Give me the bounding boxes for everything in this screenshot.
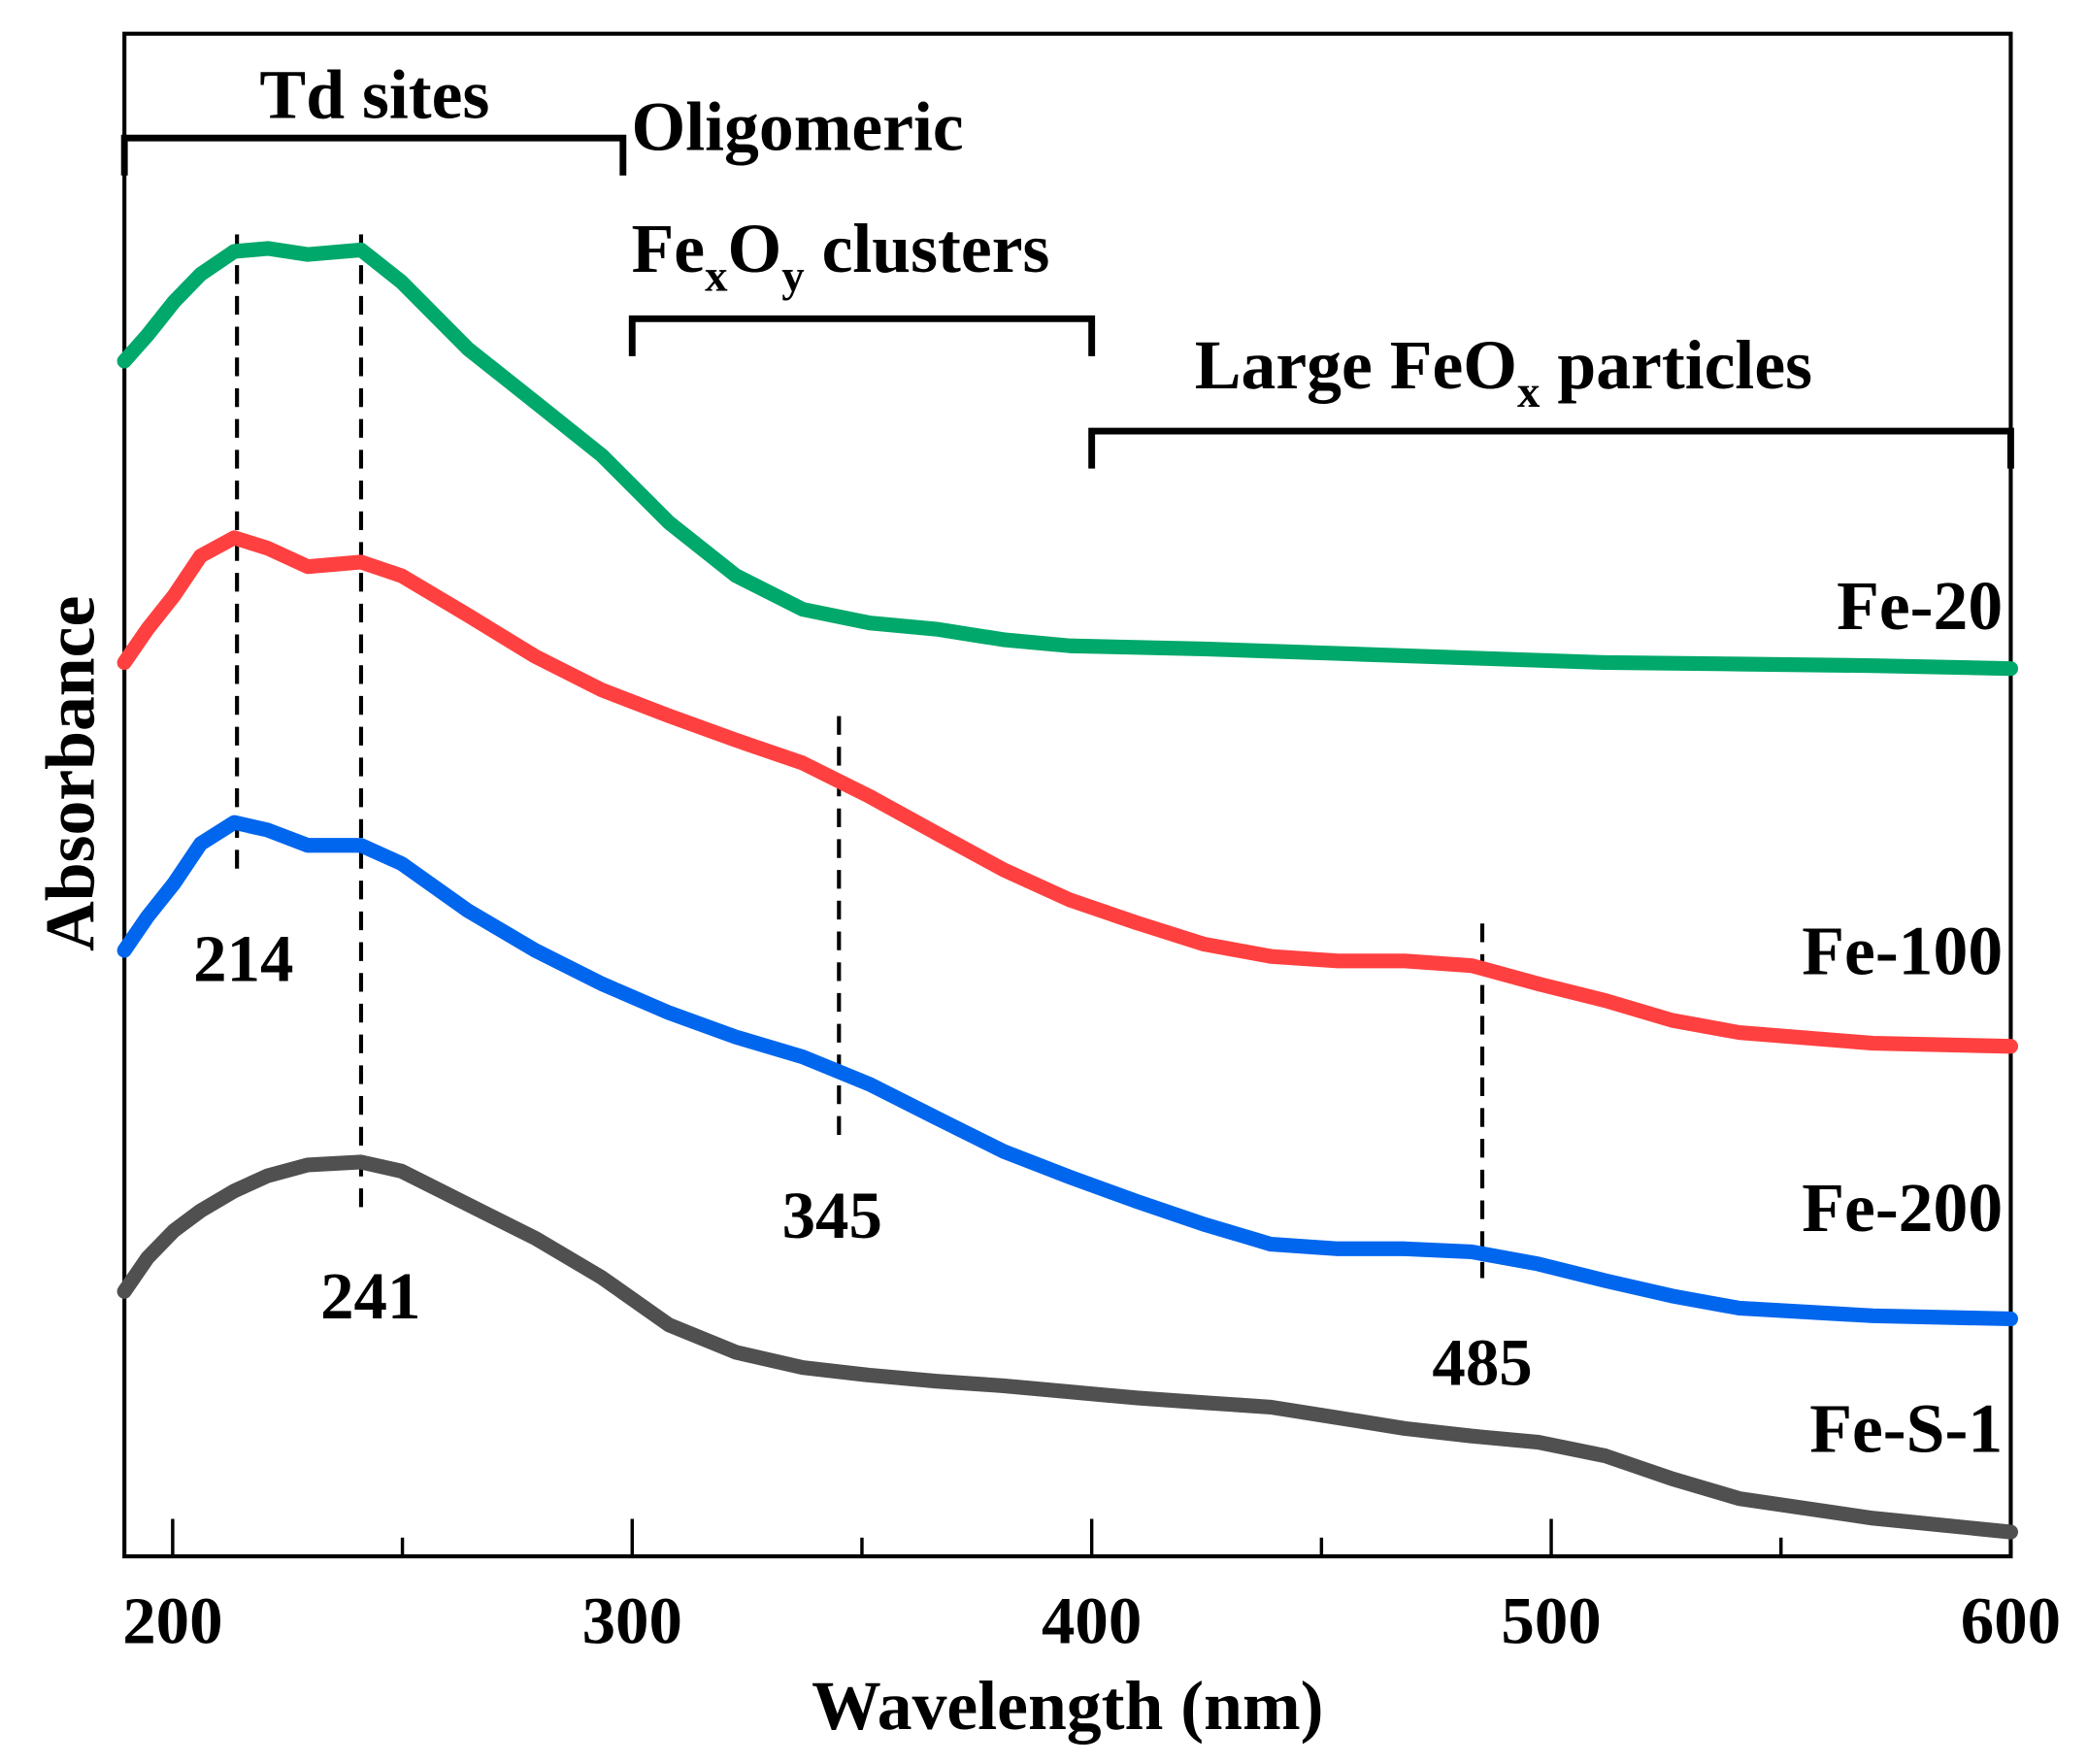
annotation-fexoy-clusters: FexOy clusters xyxy=(632,210,1050,301)
series-label-fe-100: Fe-100 xyxy=(1802,913,2003,990)
region-bracket xyxy=(628,315,1096,356)
peak-label-345: 345 xyxy=(782,1179,882,1252)
peak-label-485: 485 xyxy=(1432,1326,1532,1400)
series-label-fe-s-1: Fe-S-1 xyxy=(1809,1390,2003,1468)
plot-frame xyxy=(122,31,2013,1559)
x-axis-label: Wavelength (nm) xyxy=(812,1667,1323,1745)
y-axis-label: Absorbance xyxy=(31,596,109,951)
x-tick-label: 300 xyxy=(582,1584,682,1658)
region-bracket xyxy=(1088,427,2014,469)
annotation-td-sites: Td sites xyxy=(259,56,489,134)
peak-label-241: 241 xyxy=(320,1259,420,1333)
x-tick-label: 200 xyxy=(122,1584,222,1658)
series-line-fe-s-1 xyxy=(116,1154,2019,1540)
series-label-fe-200: Fe-200 xyxy=(1802,1169,2003,1247)
x-tick-label: 500 xyxy=(1501,1584,1601,1658)
series-line-fe-200 xyxy=(116,815,2019,1327)
series-label-fe-20: Fe-20 xyxy=(1837,567,2003,645)
x-tick-label: 600 xyxy=(1961,1584,2061,1658)
peak-label-214: 214 xyxy=(193,921,293,995)
series-line-fe-20 xyxy=(116,241,2019,677)
annotation-large-feox: Large FeOx particles xyxy=(1195,326,1812,417)
x-tick-label: 400 xyxy=(1042,1584,1142,1658)
series-line-fe-100 xyxy=(116,530,2019,1054)
region-bracket xyxy=(120,134,627,176)
annotation-oligomeric: Oligomeric xyxy=(632,88,964,166)
